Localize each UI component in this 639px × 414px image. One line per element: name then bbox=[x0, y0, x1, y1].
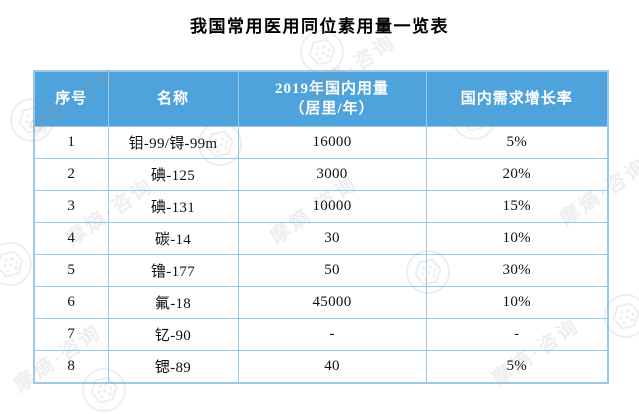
table-row: 4 碳-14 30 10% bbox=[33, 222, 609, 255]
col-header-usage: 2019年国内用量 （居里/年） bbox=[237, 70, 427, 127]
cell-usage: - bbox=[237, 318, 427, 351]
cell-usage: 30 bbox=[237, 222, 427, 255]
cell-name: 碳-14 bbox=[107, 222, 239, 255]
cell-usage: 10000 bbox=[237, 190, 427, 223]
cell-name: 锶-89 bbox=[107, 350, 239, 384]
table-row: 3 碘-131 10000 15% bbox=[33, 190, 609, 223]
table-row: 1 钼-99/锝-99m 16000 5% bbox=[33, 126, 609, 159]
cell-index: 6 bbox=[33, 286, 109, 319]
col-header-index: 序号 bbox=[33, 70, 109, 127]
cell-index: 4 bbox=[33, 222, 109, 255]
cell-name: 钼-99/锝-99m bbox=[107, 126, 239, 159]
cell-name: 碘-131 bbox=[107, 190, 239, 223]
cell-usage: 16000 bbox=[237, 126, 427, 159]
cell-growth: 30% bbox=[425, 254, 609, 287]
cell-growth: 20% bbox=[425, 158, 609, 191]
isotope-usage-table: 序号 名称 2019年国内用量 （居里/年） 国内需求增长率 1 钼-99/锝-… bbox=[33, 70, 609, 384]
cell-index: 1 bbox=[33, 126, 109, 159]
cell-growth: 10% bbox=[425, 222, 609, 255]
cell-growth: 15% bbox=[425, 190, 609, 223]
cell-usage: 3000 bbox=[237, 158, 427, 191]
cell-name: 氟-18 bbox=[107, 286, 239, 319]
cell-index: 7 bbox=[33, 318, 109, 351]
table-row: 7 钇-90 - - bbox=[33, 318, 609, 351]
cell-growth: 5% bbox=[425, 126, 609, 159]
cell-growth: 10% bbox=[425, 286, 609, 319]
cell-usage: 40 bbox=[237, 350, 427, 384]
cell-index: 2 bbox=[33, 158, 109, 191]
page-title: 我国常用医用同位素用量一览表 bbox=[190, 17, 449, 36]
cell-usage: 50 bbox=[237, 254, 427, 287]
cell-growth: 5% bbox=[425, 350, 609, 384]
watermark-logo-icon bbox=[0, 240, 34, 288]
table-row: 5 镥-177 50 30% bbox=[33, 254, 609, 287]
cell-usage: 45000 bbox=[237, 286, 427, 319]
cell-name: 碘-125 bbox=[107, 158, 239, 191]
table-header-row: 序号 名称 2019年国内用量 （居里/年） 国内需求增长率 bbox=[33, 70, 609, 127]
cell-index: 8 bbox=[33, 350, 109, 384]
cell-index: 3 bbox=[33, 190, 109, 223]
cell-growth: - bbox=[425, 318, 609, 351]
cell-name: 镥-177 bbox=[107, 254, 239, 287]
cell-index: 5 bbox=[33, 254, 109, 287]
col-header-name: 名称 bbox=[107, 70, 239, 127]
col-header-growth: 国内需求增长率 bbox=[425, 70, 609, 127]
table-row: 8 锶-89 40 5% bbox=[33, 350, 609, 384]
table-row: 2 碘-125 3000 20% bbox=[33, 158, 609, 191]
cell-name: 钇-90 bbox=[107, 318, 239, 351]
table-row: 6 氟-18 45000 10% bbox=[33, 286, 609, 319]
